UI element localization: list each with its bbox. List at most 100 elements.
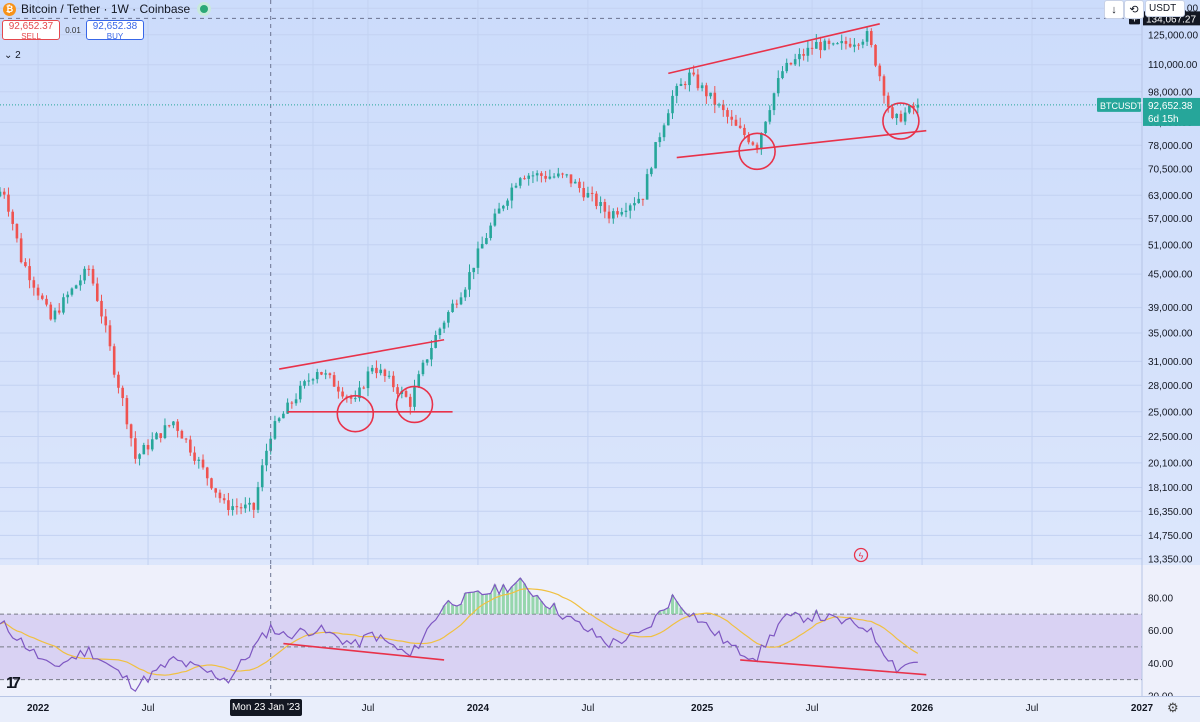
currency-select[interactable]: USDT bbox=[1145, 0, 1185, 17]
candle-body bbox=[891, 107, 894, 119]
price-tick-label: 25,000.00 bbox=[1148, 407, 1193, 418]
candle-body bbox=[53, 310, 57, 320]
candle-body bbox=[878, 65, 882, 77]
candle-body bbox=[789, 62, 793, 65]
candle-body bbox=[129, 424, 133, 439]
time-tick-label: 2024 bbox=[466, 703, 490, 714]
candle-body bbox=[180, 430, 184, 439]
sell-button[interactable]: 92,652.37 SELL bbox=[2, 20, 60, 41]
candle-body bbox=[861, 41, 865, 45]
candle-body bbox=[49, 304, 53, 320]
price-tick-label: 51,000.00 bbox=[1148, 240, 1193, 251]
candle-body bbox=[417, 374, 421, 388]
candle-body bbox=[28, 266, 31, 281]
candle-body bbox=[899, 113, 903, 122]
time-tick-label: Jul bbox=[141, 703, 155, 714]
candle-body bbox=[189, 439, 192, 453]
candle-body bbox=[379, 369, 382, 374]
candle-body bbox=[125, 398, 129, 425]
candle-body bbox=[751, 142, 755, 145]
candle-body bbox=[510, 187, 514, 201]
lightning-glyph: ϟ bbox=[859, 551, 864, 561]
candle-body bbox=[870, 31, 873, 46]
candle-body bbox=[561, 173, 564, 175]
indicators-toggle[interactable]: ⌄ 2 bbox=[4, 50, 21, 61]
candle-body bbox=[404, 390, 408, 397]
candle-body bbox=[472, 267, 476, 273]
trendline bbox=[676, 129, 927, 159]
candle-body bbox=[455, 303, 459, 305]
candle-body bbox=[332, 375, 336, 387]
candle-body bbox=[320, 372, 323, 375]
circle-annotation bbox=[738, 132, 776, 171]
candle-body bbox=[286, 402, 289, 414]
candle-body bbox=[451, 303, 454, 313]
candle-body bbox=[459, 297, 463, 305]
candle-body bbox=[197, 459, 201, 461]
candle-body bbox=[15, 223, 19, 239]
candle-body bbox=[307, 380, 311, 382]
price-tick-label: 16,350.00 bbox=[1148, 507, 1193, 518]
candle-body bbox=[155, 433, 158, 440]
price-pane[interactable]: 140,000.00125,000.00110,000.0098,000.008… bbox=[0, 0, 1200, 565]
candle-body bbox=[463, 289, 467, 298]
candle-body bbox=[79, 280, 82, 286]
candle-body bbox=[633, 203, 636, 206]
candle-body bbox=[641, 198, 645, 200]
buy-button[interactable]: 92,652.38 BUY bbox=[86, 20, 144, 41]
countdown-label: 6d 15h bbox=[1148, 114, 1179, 125]
price-tick-label: 13,350.00 bbox=[1148, 554, 1193, 565]
candle-body bbox=[806, 47, 810, 56]
candle-body bbox=[134, 438, 137, 459]
candle-body bbox=[142, 444, 146, 455]
candle-body bbox=[83, 268, 86, 281]
crosshair-date-label: Mon 23 Jan '23 bbox=[230, 699, 302, 716]
price-tick-label: 22,500.00 bbox=[1148, 432, 1193, 443]
rsi-divergence-line bbox=[283, 642, 445, 661]
candle-body bbox=[916, 104, 920, 108]
reset-chart-button[interactable]: ⟲ bbox=[1124, 0, 1144, 19]
circle-annotation bbox=[882, 102, 920, 140]
candle-body bbox=[831, 43, 835, 45]
candle-body bbox=[100, 300, 103, 317]
candle-body bbox=[679, 83, 683, 86]
candle-body bbox=[776, 78, 780, 94]
candle-body bbox=[827, 40, 831, 44]
candle-body bbox=[502, 205, 505, 209]
candle-body bbox=[36, 287, 40, 296]
time-axis[interactable]: 2022 Jul Jul 2024 Jul 2025 Jul 2026 Jul 2027 Mon 2… bbox=[0, 696, 1200, 722]
candle-body bbox=[294, 399, 298, 404]
candle-body bbox=[645, 174, 649, 200]
candle-body bbox=[565, 174, 569, 176]
candle-body bbox=[836, 43, 839, 45]
candle-body bbox=[603, 202, 607, 212]
candle-body bbox=[315, 372, 319, 380]
candle-body bbox=[709, 92, 712, 97]
scroll-to-latest-button[interactable]: ↓ bbox=[1104, 0, 1124, 19]
candle-body bbox=[45, 298, 48, 305]
crosshair-price-label: 134,067.27 bbox=[1146, 14, 1196, 25]
candle-body bbox=[421, 362, 425, 375]
lightning-icon bbox=[853, 547, 869, 563]
circle-annotation bbox=[395, 385, 434, 424]
price-tick-label: 125,000.00 bbox=[1148, 30, 1198, 41]
candle-body bbox=[912, 105, 915, 108]
candle-body bbox=[755, 144, 759, 150]
symbol-title[interactable]: Bitcoin / Tether · 1W · Coinbase bbox=[21, 2, 191, 16]
candle-body bbox=[582, 187, 585, 198]
candle-body bbox=[256, 487, 260, 510]
candle-body bbox=[760, 133, 763, 150]
candle-body bbox=[637, 198, 640, 204]
settings-gear-icon[interactable]: ⚙ bbox=[1167, 700, 1179, 715]
price-tick-label: 70,500.00 bbox=[1148, 164, 1193, 175]
candle-body bbox=[366, 371, 370, 389]
time-tick-label: 2022 bbox=[26, 703, 50, 714]
rsi-pane[interactable]: 80.00 60.00 40.00 20.00 bbox=[0, 565, 1200, 696]
candle-body bbox=[696, 74, 700, 89]
candle-body bbox=[438, 328, 442, 336]
candle-body bbox=[548, 176, 552, 179]
candle-body bbox=[874, 45, 877, 66]
candle-body bbox=[362, 387, 366, 389]
candle-body bbox=[7, 194, 10, 212]
